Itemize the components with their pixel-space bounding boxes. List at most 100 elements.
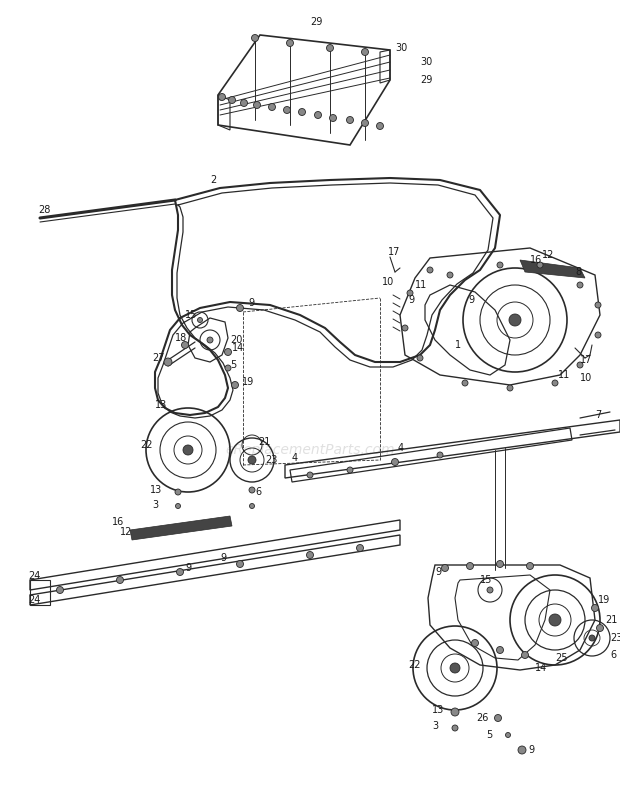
Circle shape [497,561,503,568]
Text: 30: 30 [420,57,432,67]
Text: 26: 26 [476,713,489,723]
Text: 6: 6 [610,650,616,660]
Text: 29: 29 [310,17,322,27]
Text: 24: 24 [28,571,40,581]
Text: 1: 1 [455,340,461,350]
Circle shape [225,365,231,371]
Circle shape [452,725,458,731]
Circle shape [329,115,337,121]
Circle shape [248,456,256,464]
Circle shape [509,314,521,326]
Text: 9: 9 [468,295,474,305]
Circle shape [249,504,254,508]
Circle shape [207,337,213,343]
Text: 3: 3 [152,500,158,510]
Text: 2: 2 [210,175,216,185]
Text: eReplacementParts.com: eReplacementParts.com [225,443,395,457]
Text: 5: 5 [230,360,236,370]
Polygon shape [520,260,585,278]
Text: 27: 27 [152,353,164,363]
Text: 22: 22 [140,440,153,450]
Circle shape [549,614,561,626]
Circle shape [298,108,306,115]
Circle shape [252,34,259,42]
Circle shape [117,577,123,584]
Text: 12: 12 [120,527,133,537]
Circle shape [182,342,188,349]
Circle shape [347,116,353,124]
Circle shape [402,325,408,331]
Text: 10: 10 [580,373,592,383]
Circle shape [241,99,247,107]
Text: 8: 8 [575,267,581,277]
Text: 23: 23 [610,633,620,643]
Text: 28: 28 [38,205,50,215]
Text: 9: 9 [248,298,254,308]
Circle shape [175,504,180,508]
Circle shape [450,663,460,673]
Circle shape [596,625,603,631]
Text: 10: 10 [382,277,394,287]
Circle shape [521,651,528,658]
Circle shape [591,605,598,611]
Circle shape [417,355,423,361]
Circle shape [175,489,181,495]
Circle shape [177,569,184,576]
Circle shape [507,385,513,391]
Circle shape [451,708,459,716]
Circle shape [356,545,363,552]
Circle shape [497,262,503,268]
Text: 15: 15 [185,310,197,320]
Circle shape [229,96,236,103]
Text: 25: 25 [555,653,567,663]
Circle shape [552,380,558,386]
Polygon shape [130,516,232,540]
Circle shape [462,380,468,386]
Circle shape [495,715,502,722]
Text: 17: 17 [388,247,401,257]
Circle shape [268,103,275,111]
Circle shape [224,349,231,355]
Circle shape [236,561,244,568]
Circle shape [361,48,368,55]
Text: 20: 20 [230,335,242,345]
Text: 21: 21 [258,437,270,447]
Text: 29: 29 [420,75,432,85]
Circle shape [466,562,474,569]
Circle shape [347,467,353,473]
Text: 9: 9 [435,567,441,577]
Circle shape [437,452,443,458]
Circle shape [236,305,244,311]
Circle shape [577,362,583,368]
Circle shape [487,587,493,593]
Circle shape [441,565,448,572]
Text: 18: 18 [175,333,187,343]
Circle shape [286,39,293,47]
Text: 30: 30 [395,43,407,53]
Text: 7: 7 [595,410,601,420]
Circle shape [231,382,239,388]
Text: 17: 17 [580,355,592,365]
Text: 6: 6 [255,487,261,497]
Circle shape [497,646,503,654]
Circle shape [56,586,63,593]
Circle shape [327,44,334,51]
Text: 11: 11 [415,280,427,290]
Text: 11: 11 [558,370,570,380]
Text: 24: 24 [28,595,40,605]
Circle shape [306,552,314,558]
Text: 19: 19 [242,377,254,387]
Circle shape [361,119,368,127]
Text: 13: 13 [432,705,445,715]
Circle shape [198,318,203,322]
Text: 22: 22 [408,660,420,670]
Text: 9: 9 [408,295,414,305]
Text: 5: 5 [486,730,492,740]
Text: 14: 14 [232,343,244,353]
Text: 19: 19 [598,595,610,605]
Circle shape [314,111,322,119]
Circle shape [505,732,510,738]
Circle shape [183,445,193,455]
Text: 16: 16 [112,517,124,527]
Text: 13: 13 [155,400,167,410]
